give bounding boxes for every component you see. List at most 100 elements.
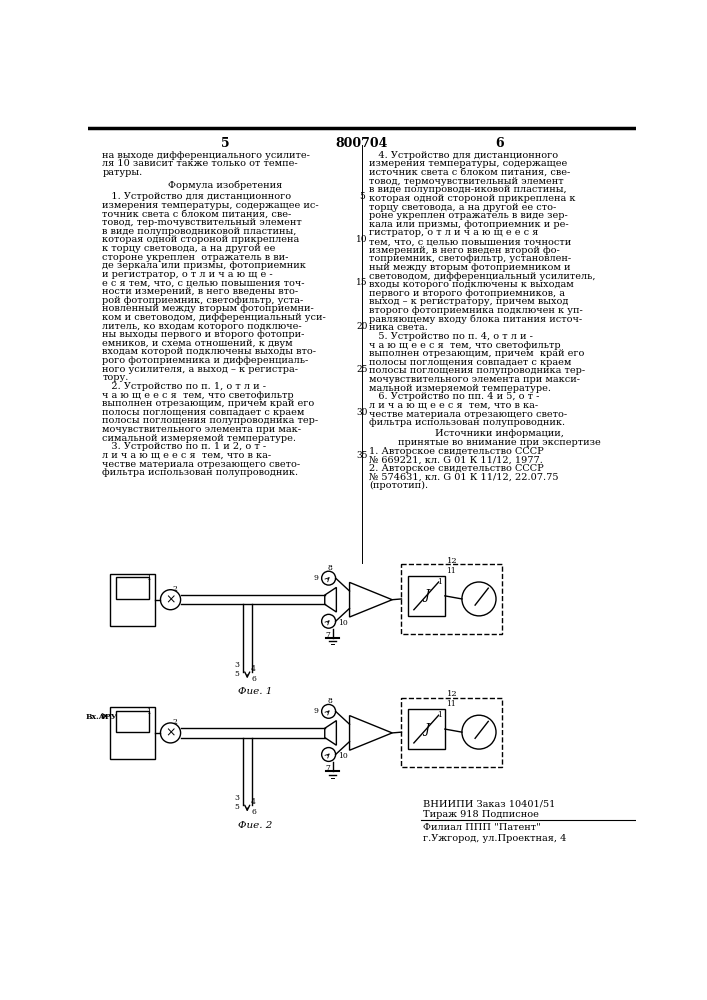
Text: 10: 10 [356, 235, 368, 244]
Text: в виде полупроводн­иковой пластины,: в виде полупроводн­иковой пластины, [369, 185, 566, 194]
Text: точник света с блоком питания, све-: точник света с блоком питания, све- [103, 209, 291, 218]
Text: и регистратор, о т л и ч а ю щ е -: и регистратор, о т л и ч а ю щ е - [103, 270, 273, 279]
Text: к торцу световода, а на другой ее: к торцу световода, а на другой ее [103, 244, 276, 253]
Text: которая одной стороной прикреплена: которая одной стороной прикреплена [103, 235, 300, 244]
Bar [110, 707, 155, 759]
Text: тем, что, с целью повышения точности: тем, что, с целью повышения точности [369, 237, 571, 246]
Text: 7: 7 [325, 764, 330, 772]
Text: 5. Устройство по п. 4, о т л и -: 5. Устройство по п. 4, о т л и - [369, 332, 533, 341]
Text: измерения температуры, содержащее ис-: измерения температуры, содержащее ис- [103, 201, 319, 210]
Text: 5: 5 [235, 670, 240, 678]
Text: 1: 1 [146, 574, 151, 582]
Text: в виде полупроводниковой пластины,: в виде полупроводниковой пластины, [103, 227, 297, 236]
Text: товод, тер­mочувствительный элемент: товод, тер­mочувствительный элемент [103, 218, 302, 227]
Text: 800704: 800704 [336, 137, 388, 150]
Text: 35: 35 [356, 451, 368, 460]
Text: 11: 11 [446, 567, 456, 575]
Text: 1: 1 [146, 708, 151, 716]
Text: выполнен отрезающим, причем край его: выполнен отрезающим, причем край его [103, 399, 315, 408]
Text: новленный между вторым фотоприемни-: новленный между вторым фотоприемни- [103, 304, 314, 313]
Polygon shape [325, 721, 337, 745]
Text: тору.: тору. [103, 373, 129, 382]
Text: кала или призмы, фотоприемник и ре-: кала или призмы, фотоприемник и ре- [369, 220, 568, 229]
Bar [408, 709, 445, 749]
Text: на выходе дифференциального усилите-: на выходе дифференциального усилите- [103, 151, 310, 160]
Text: е с я тем, что, с целью повышения точ-: е с я тем, что, с целью повышения точ- [103, 278, 305, 287]
Text: фильтра использован полупроводник.: фильтра использован полупроводник. [103, 468, 298, 477]
Bar [408, 576, 445, 616]
Text: измерения температуры, содержащее: измерения температуры, содержащее [369, 159, 567, 168]
Text: ч а ю щ е е с я  тем, что светофильтр: ч а ю щ е е с я тем, что светофильтр [103, 391, 294, 400]
Circle shape [462, 715, 496, 749]
Text: Φue. 2: Φue. 2 [238, 821, 272, 830]
Bar [402, 698, 502, 767]
Text: Φue. 1: Φue. 1 [238, 687, 272, 696]
Circle shape [160, 723, 180, 743]
Polygon shape [349, 716, 392, 750]
Text: J: J [423, 723, 428, 736]
Text: л и ч а ю щ е е с я  тем, что в ка-: л и ч а ю щ е е с я тем, что в ка- [369, 401, 538, 410]
Text: Источники информации,: Источники информации, [435, 429, 563, 438]
Text: 12: 12 [447, 557, 457, 565]
Text: торцу световода, а на другой ее сто-: торцу световода, а на другой ее сто- [369, 203, 556, 212]
Text: 2: 2 [173, 718, 177, 726]
Text: 4: 4 [251, 798, 256, 806]
Text: ности измерений, в него введены вто-: ности измерений, в него введены вто- [103, 287, 298, 296]
Text: л и ч а ю щ е е с я  тем, что в ка-: л и ч а ю щ е е с я тем, что в ка- [103, 451, 271, 460]
Text: 25: 25 [356, 365, 368, 374]
Text: источник света с блоком питания, све-: источник света с блоком питания, све- [369, 168, 570, 177]
Text: полосы поглощения совпадает с краем: полосы поглощения совпадает с краем [103, 408, 305, 417]
Text: полосы поглощения совпадает с краем: полосы поглощения совпадает с краем [369, 358, 571, 367]
Circle shape [322, 704, 336, 718]
Text: топриемник, светофильтр, установлен-: топриемник, светофильтр, установлен- [369, 254, 571, 263]
Text: роне укреплен отражатель в виде зер-: роне укреплен отражатель в виде зер- [369, 211, 568, 220]
Text: № 574631, кл. G 01 К 11/12, 22.07.75: № 574631, кл. G 01 К 11/12, 22.07.75 [369, 472, 559, 481]
Circle shape [322, 614, 336, 628]
Text: ком и световодом, дифференциальный уси-: ком и световодом, дифференциальный уси- [103, 313, 326, 322]
Text: первого и второго фотоприемников, а: первого и второго фотоприемников, а [369, 289, 565, 298]
Text: 1: 1 [437, 578, 442, 586]
Text: 5: 5 [359, 192, 365, 201]
Text: 4. Устройство для дистанционного: 4. Устройство для дистанционного [369, 151, 558, 160]
Text: стороне укреплен  отражатель в ви-: стороне укреплен отражатель в ви- [103, 253, 288, 262]
Text: которая одной стороной прикреплена к: которая одной стороной прикреплена к [369, 194, 575, 203]
Text: 6. Устройство по пп. 4 и 5, о т -: 6. Устройство по пп. 4 и 5, о т - [369, 392, 539, 401]
Text: ля 10 зависит также только от темпе-: ля 10 зависит также только от темпе- [103, 159, 298, 168]
Bar [110, 574, 155, 626]
Text: ×: × [165, 726, 176, 739]
Circle shape [322, 748, 336, 761]
Text: Вх.АРУ: Вх.АРУ [86, 713, 117, 721]
Text: 7: 7 [325, 631, 330, 639]
Polygon shape [325, 587, 337, 612]
Text: 5: 5 [235, 803, 240, 811]
Text: 2. Авторское свидетельство СССР: 2. Авторское свидетельство СССР [369, 464, 544, 473]
Circle shape [160, 590, 180, 610]
Text: 30: 30 [356, 408, 368, 417]
Text: рого фотоприемника и дифференциаль-: рого фотоприемника и дифференциаль- [103, 356, 308, 365]
Text: входам которой подключены выходы вто-: входам которой подключены выходы вто- [103, 347, 316, 356]
Text: 10: 10 [338, 619, 348, 627]
Text: 1. Авторское свидетельство СССР: 1. Авторское свидетельство СССР [369, 447, 544, 456]
Text: 11: 11 [446, 700, 456, 708]
Text: ны выходы первого и второго фотопри-: ны выходы первого и второго фотопри- [103, 330, 305, 339]
Text: емников, и схема отношений, к двум: емников, и схема отношений, к двум [103, 339, 293, 348]
Text: ×: × [165, 593, 176, 606]
Text: 2. Устройство по п. 1, о т л и -: 2. Устройство по п. 1, о т л и - [103, 382, 267, 391]
Text: принятые во внимание при экспертизе: принятые во внимание при экспертизе [398, 438, 600, 447]
Text: 15: 15 [356, 278, 368, 287]
Text: ч а ю щ е е с я  тем, что светофильтр: ч а ю щ е е с я тем, что светофильтр [369, 341, 561, 350]
Text: честве материала отрезающего свето-: честве материала отрезающего свето- [103, 460, 300, 469]
Text: 9: 9 [314, 707, 319, 715]
Text: 6: 6 [495, 137, 503, 150]
Text: ратуры.: ратуры. [103, 168, 143, 177]
Text: Тираж 918 Подписное: Тираж 918 Подписное [423, 810, 539, 819]
Text: 3. Устройство по п. 1 и 2, о т -: 3. Устройство по п. 1 и 2, о т - [103, 442, 267, 451]
Text: товод, термочувствительный элемент: товод, термочувствительный элемент [369, 177, 563, 186]
Text: 3: 3 [235, 794, 240, 802]
Text: фильтра использован полупроводник.: фильтра использован полупроводник. [369, 418, 565, 427]
Text: № 669221, кл. G 01 К 11/12, 1977.: № 669221, кл. G 01 К 11/12, 1977. [369, 455, 543, 464]
Text: 8: 8 [328, 564, 332, 572]
Text: равляющему входу блока питания источ-: равляющему входу блока питания источ- [369, 315, 582, 324]
Text: 5: 5 [221, 137, 230, 150]
Text: 12: 12 [447, 690, 457, 698]
